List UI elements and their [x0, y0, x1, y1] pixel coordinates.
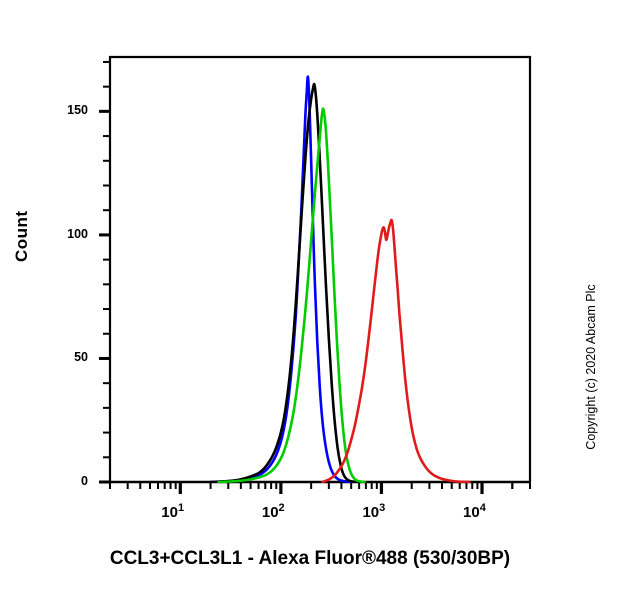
x-axis-ticks	[109, 482, 531, 494]
histogram-curve-green-population	[217, 107, 366, 483]
y-axis-ticks	[99, 60, 110, 484]
y-tick-label: 0	[81, 474, 88, 488]
x-tick-label: 103	[362, 502, 386, 521]
plot-frame	[108, 55, 532, 482]
copyright-notice: Copyright (c) 2020 Abcam Plc	[584, 284, 598, 450]
x-tick-label: 101	[161, 502, 185, 521]
y-tick-label: 50	[74, 350, 88, 365]
histogram-curve-red-population	[321, 218, 471, 483]
y-tick-label: 150	[67, 103, 88, 118]
x-tick-label: 104	[463, 502, 486, 521]
histogram-curve-blue-population	[209, 75, 355, 483]
y-tick-label: 100	[67, 226, 88, 241]
x-tick-label: 102	[261, 502, 285, 521]
x-axis-title: CCL3+CCL3L1 - Alexa Fluor®488 (530/30BP)	[109, 548, 511, 569]
y-axis-title: Count	[12, 210, 31, 262]
histogram-curve-black-population	[209, 82, 358, 483]
histogram-curves	[209, 75, 471, 483]
